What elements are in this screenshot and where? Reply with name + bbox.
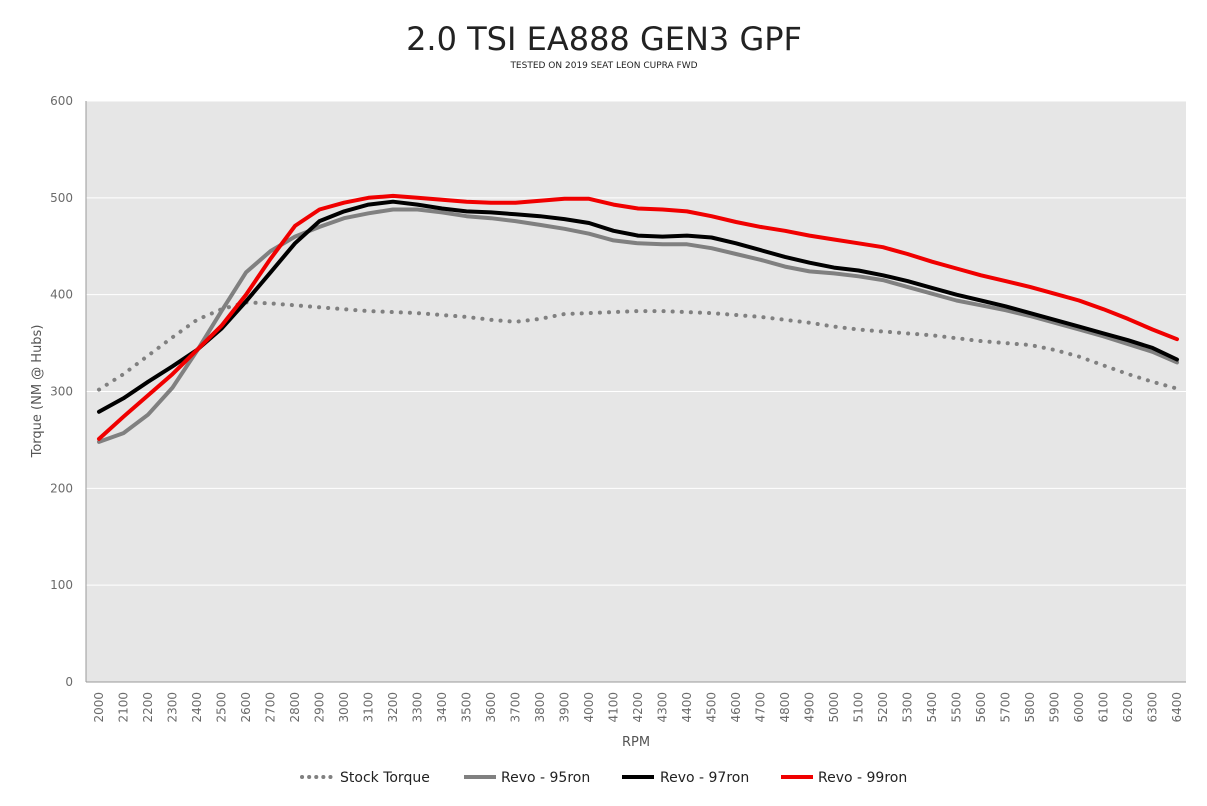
- x-tick-label: 4200: [631, 692, 645, 723]
- x-tick-label: 4500: [705, 692, 719, 723]
- x-tick-label: 3100: [362, 692, 376, 723]
- x-tick-label: 4400: [680, 692, 694, 723]
- x-tick-label: 2400: [190, 692, 204, 723]
- x-tick-label: 5300: [901, 692, 915, 723]
- x-tick-label: 5900: [1048, 692, 1062, 723]
- gridlines: [85, 100, 1186, 683]
- x-tick-label: 6300: [1146, 692, 1160, 723]
- x-tick-label: 2500: [215, 692, 229, 723]
- x-tick-label: 5800: [1023, 692, 1037, 723]
- x-tick-label: 4800: [778, 692, 792, 723]
- x-tick-label: 5400: [925, 692, 939, 723]
- x-tick-label: 3600: [484, 692, 498, 723]
- x-tick-label: 4600: [729, 692, 743, 723]
- x-tick-label: 2300: [166, 692, 180, 723]
- x-tick-label: 2700: [264, 692, 278, 723]
- y-tick-label: 400: [50, 288, 73, 302]
- x-tick-label: 3300: [411, 692, 425, 723]
- x-tick-label: 3000: [337, 692, 351, 723]
- x-axis-label: RPM: [622, 735, 650, 750]
- x-tick-label: 6100: [1097, 692, 1111, 723]
- series-line-2: [97, 199, 1179, 414]
- y-tick-labels: 0 100 200 300 400 500 600: [50, 94, 73, 689]
- y-tick-label: 0: [65, 675, 73, 689]
- x-tick-label: 3800: [533, 692, 547, 723]
- x-tick-label: 4000: [582, 692, 596, 723]
- x-tick-label: 5500: [950, 692, 964, 723]
- x-tick-label: 2100: [117, 692, 131, 723]
- x-tick-label: 4300: [656, 692, 670, 723]
- x-tick-label: 4100: [607, 692, 621, 723]
- y-tick-label: 500: [50, 191, 73, 205]
- legend-label-2: Revo - 97ron: [660, 770, 749, 786]
- y-axis-label: Torque (NM @ Hubs): [30, 325, 45, 459]
- x-tick-label: 2900: [313, 692, 327, 723]
- x-tick-label: 5200: [876, 692, 890, 723]
- x-tick-label: 6200: [1121, 692, 1135, 723]
- legend-label-0: Stock Torque: [340, 770, 430, 786]
- x-tick-label: 2000: [92, 692, 106, 723]
- x-tick-label: 5700: [999, 692, 1013, 723]
- x-tick-label: 6400: [1170, 692, 1184, 723]
- x-tick-label: 2200: [141, 692, 155, 723]
- x-tick-label: 2600: [239, 692, 253, 723]
- series-line-0: [97, 300, 1179, 392]
- x-tick-label: 3400: [435, 692, 449, 723]
- legend-label-1: Revo - 95ron: [501, 770, 590, 786]
- x-tick-label: 4700: [754, 692, 768, 723]
- y-tick-label: 100: [50, 578, 73, 592]
- x-tick-label: 5100: [852, 692, 866, 723]
- x-tick-labels: 2000 2100 2200 2300 2400 2500 2600 2700 2800 2900…: [92, 692, 1184, 723]
- x-tick-label: 3700: [509, 692, 523, 723]
- chart-subtitle: TESTED ON 2019 SEAT LEON CUPRA FWD: [509, 61, 697, 71]
- legend-label-3: Revo - 99ron: [818, 770, 907, 786]
- y-tick-label: 600: [50, 94, 73, 108]
- x-tick-label: 3500: [460, 692, 474, 723]
- legend: Stock Torque Revo - 95ron Revo - 97ron Revo…: [300, 770, 907, 786]
- series-lines: [97, 193, 1179, 444]
- chart-title: 2.0 TSI EA888 GEN3 GPF: [406, 20, 802, 58]
- x-tick-label: 5000: [827, 692, 841, 723]
- x-tick-label: 3200: [386, 692, 400, 723]
- x-tick-label: 6000: [1072, 692, 1086, 723]
- y-tick-label: 200: [50, 481, 73, 495]
- x-tick-label: 5600: [974, 692, 988, 723]
- series-line-3: [97, 193, 1179, 441]
- x-tick-label: 4900: [803, 692, 817, 723]
- x-tick-label: 3900: [558, 692, 572, 723]
- x-tick-label: 2800: [288, 692, 302, 723]
- y-tick-label: 300: [50, 385, 73, 399]
